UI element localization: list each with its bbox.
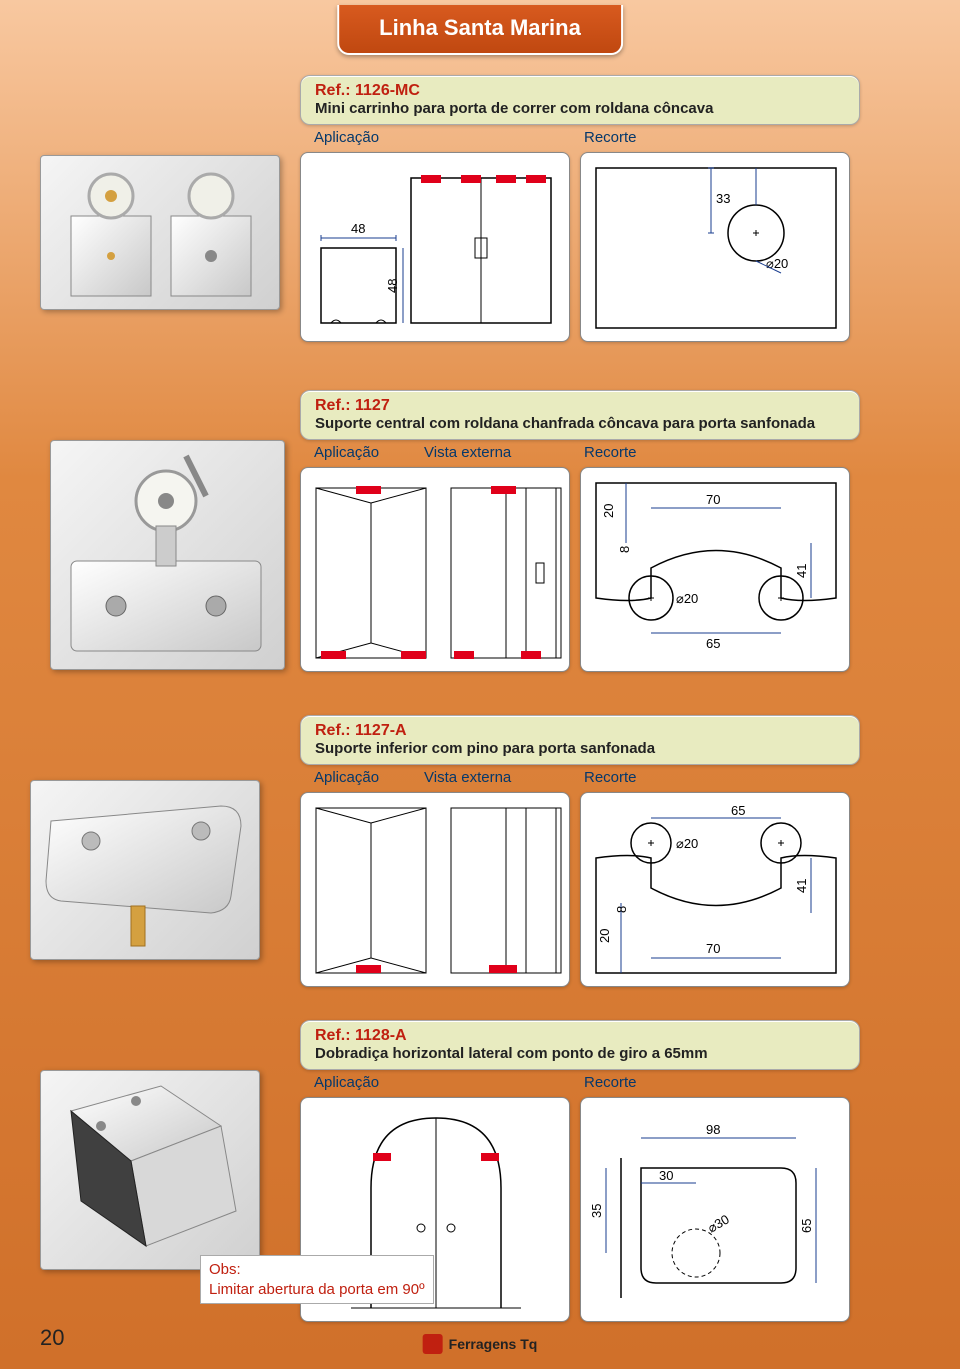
page-number: 20 (40, 1325, 64, 1351)
dim-41b: 41 (794, 879, 809, 893)
info-pill: Ref.: 1126-MC Mini carrinho para porta d… (300, 75, 860, 125)
dim-65t: 65 (731, 803, 745, 818)
diagram-recorte: 33 ⌀20 (580, 152, 850, 342)
labels-row: Aplicação Vista externa Recorte (300, 444, 860, 461)
dim-h48: 48 (385, 279, 400, 293)
product-description: Mini carrinho para porta de correr com r… (315, 100, 845, 118)
ref-prefix: Ref.: (315, 722, 355, 739)
footer-logo: Ferragens Tq (423, 1334, 538, 1354)
logo-icon (423, 1334, 443, 1354)
product-block-1127a: Ref.: 1127-A Suporte inferior com pino p… (300, 715, 860, 987)
product-description: Suporte central com roldana chanfrada cô… (315, 415, 845, 433)
dim-70b: 70 (706, 941, 720, 956)
ref-prefix: Ref.: (315, 82, 355, 99)
ref-code: 1127 (355, 397, 390, 414)
label-aplicacao: Aplicação (314, 769, 424, 786)
diagram-aplicacao: 48 48 (300, 152, 570, 342)
dim-98: 98 (706, 1122, 720, 1137)
dim-8b: 8 (614, 906, 629, 913)
product-photo-1127a (30, 780, 260, 960)
ref-code: 1128-A (355, 1027, 407, 1044)
obs-note: Obs: Limitar abertura da porta em 90º (200, 1255, 434, 1304)
product-photo-1127 (50, 440, 285, 670)
ref-line: Ref.: 1128-A (315, 1027, 845, 1045)
label-recorte: Recorte (584, 129, 637, 146)
dim-70: 70 (706, 492, 720, 507)
product-photo-1126mc (40, 155, 280, 310)
ref-line: Ref.: 1126-MC (315, 82, 845, 100)
diagram-aplicacao-vista (300, 792, 570, 987)
dim-41: 41 (794, 564, 809, 578)
diagrams-row: 48 48 33 ⌀20 (300, 152, 860, 342)
label-vista: Vista externa (424, 444, 584, 461)
obs-text: Limitar abertura da porta em 90º (209, 1281, 425, 1298)
ref-line: Ref.: 1127-A (315, 722, 845, 740)
diagram-recorte: 70 20 8 ⌀20 65 41 (580, 467, 850, 672)
dim-d30: ⌀30 (705, 1211, 732, 1235)
diagram-recorte: 65 ⌀20 20 8 70 41 (580, 792, 850, 987)
dim-d20c: ⌀20 (676, 836, 698, 851)
product-block-1126mc: Ref.: 1126-MC Mini carrinho para porta d… (300, 75, 860, 342)
dim-30w: 30 (659, 1168, 673, 1183)
label-recorte: Recorte (584, 1074, 637, 1091)
dim-20v: 20 (601, 504, 616, 518)
labels-row: Aplicação Recorte (300, 1074, 860, 1091)
label-vista: Vista externa (424, 769, 584, 786)
dim-20v2: 20 (597, 929, 612, 943)
diagram-recorte: 98 30 35 ⌀30 65 (580, 1097, 850, 1322)
dim-65r: 65 (799, 1219, 814, 1233)
dim-33: 33 (716, 191, 730, 206)
obs-title: Obs: (209, 1261, 241, 1278)
product-description: Dobradiça horizontal lateral com ponto d… (315, 1045, 845, 1063)
dim-8: 8 (617, 546, 632, 553)
page-header-badge: Linha Santa Marina (337, 5, 623, 55)
diagrams-row: 70 20 8 ⌀20 65 41 (300, 467, 860, 672)
ref-prefix: Ref.: (315, 397, 355, 414)
diagrams-row: 65 ⌀20 20 8 70 41 (300, 792, 860, 987)
info-pill: Ref.: 1127 Suporte central com roldana c… (300, 390, 860, 440)
dim-d20: ⌀20 (766, 256, 788, 271)
labels-row: Aplicação Recorte (300, 129, 860, 146)
label-aplicacao: Aplicação (314, 129, 584, 146)
ref-code: 1126-MC (355, 82, 420, 99)
diagram-aplicacao-vista (300, 467, 570, 672)
label-aplicacao: Aplicação (314, 444, 424, 461)
footer-brand: Ferragens Tq (449, 1336, 538, 1352)
info-pill: Ref.: 1127-A Suporte inferior com pino p… (300, 715, 860, 765)
label-aplicacao: Aplicação (314, 1074, 584, 1091)
product-description: Suporte inferior com pino para porta san… (315, 740, 845, 758)
ref-code: 1127-A (355, 722, 407, 739)
ref-prefix: Ref.: (315, 1027, 355, 1044)
labels-row: Aplicação Vista externa Recorte (300, 769, 860, 786)
product-block-1127: Ref.: 1127 Suporte central com roldana c… (300, 390, 860, 672)
product-photo-1128a (40, 1070, 260, 1270)
dim-w48: 48 (351, 221, 365, 236)
page-title: Linha Santa Marina (379, 15, 581, 40)
label-recorte: Recorte (584, 769, 637, 786)
dim-35: 35 (589, 1204, 604, 1218)
dim-65: 65 (706, 636, 720, 651)
info-pill: Ref.: 1128-A Dobradiça horizontal latera… (300, 1020, 860, 1070)
ref-line: Ref.: 1127 (315, 397, 845, 415)
label-recorte: Recorte (584, 444, 637, 461)
dim-d20b: ⌀20 (676, 591, 698, 606)
